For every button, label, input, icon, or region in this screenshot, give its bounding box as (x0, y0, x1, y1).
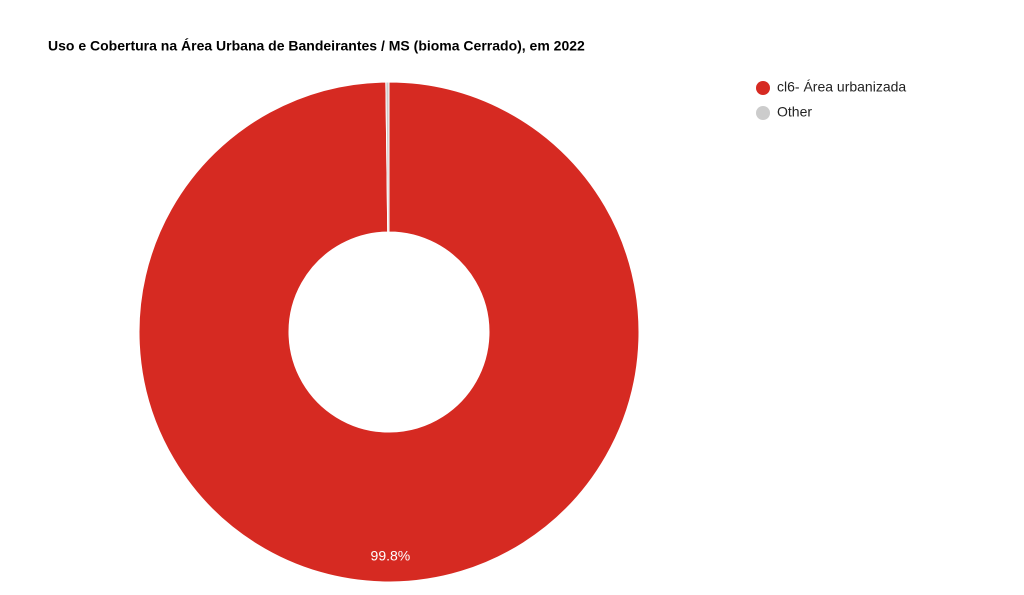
chart-title: Uso e Cobertura na Área Urbana de Bandei… (48, 38, 585, 54)
legend-label[interactable]: Other (777, 104, 812, 120)
value-label: 99.8% (371, 548, 411, 564)
legend-marker[interactable] (756, 106, 770, 120)
donut-slice (385, 81, 390, 233)
legend-label[interactable]: cl6- Área urbanizada (777, 79, 906, 95)
legend-marker[interactable] (756, 81, 770, 95)
donut-slice (138, 81, 640, 583)
